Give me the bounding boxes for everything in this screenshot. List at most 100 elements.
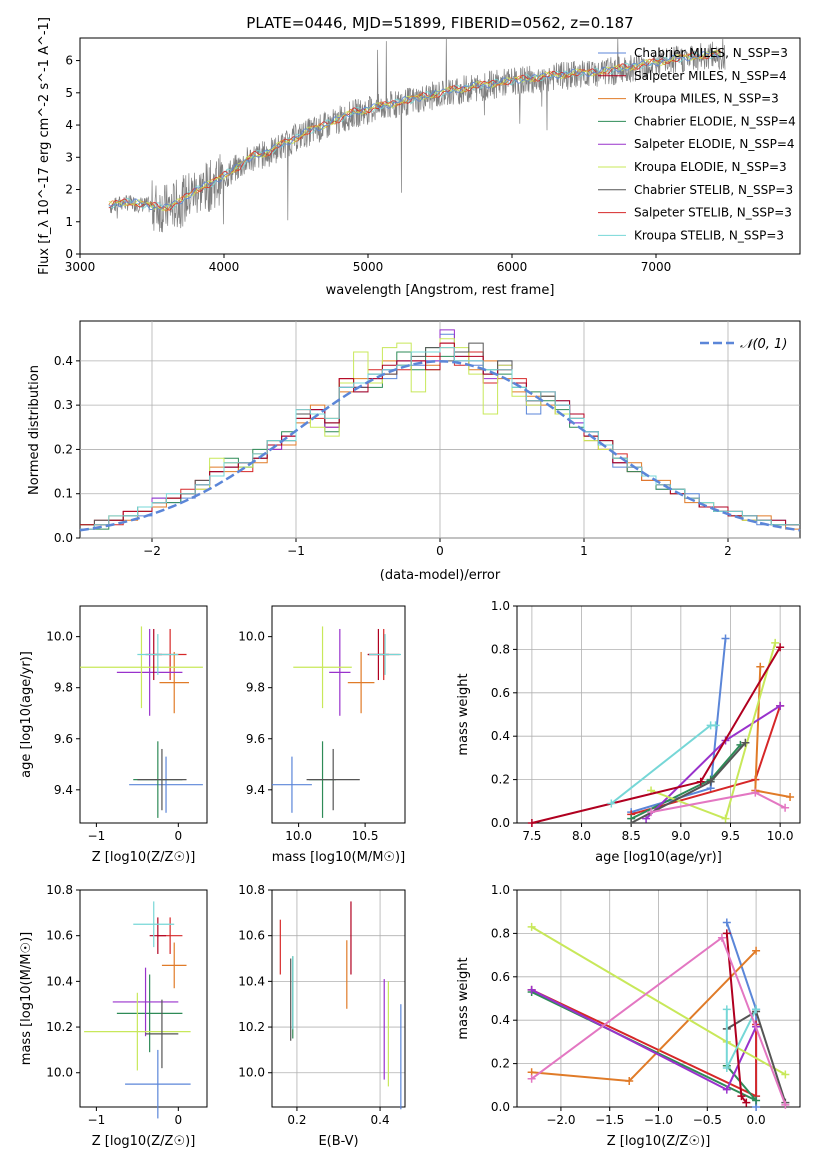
spectrum-frame <box>79 37 801 255</box>
y-tick-label: 0.6 <box>491 970 510 984</box>
weight-marker <box>717 933 726 942</box>
x-tick-label: −0.5 <box>693 1113 722 1127</box>
residuals-xlabel: (data-model)/error <box>380 568 501 583</box>
legend-entry: Salpeter MILES, N_SSP=4 <box>634 69 787 83</box>
x-tick-label: −1.0 <box>644 1113 673 1127</box>
y-tick-label: 4 <box>65 118 73 132</box>
spectrum-ticks: 3000 4000 5000 6000 7000 0 1 2 3 4 5 6 <box>65 54 672 274</box>
y-tick-label: 10.6 <box>46 929 73 943</box>
y-tick-label: 3 <box>65 150 73 164</box>
x-tick-label: 7.5 <box>522 829 541 843</box>
y-tick-label: 10.4 <box>238 974 265 988</box>
y-tick-label: 0.0 <box>491 1100 510 1114</box>
y-tick-label: 0.0 <box>491 816 510 830</box>
residuals-ylabel: Normed distribution <box>27 365 42 495</box>
y-tick-label: 10.0 <box>238 630 265 644</box>
observed-flux-line <box>109 37 726 233</box>
x-tick-label: −1 <box>287 544 305 558</box>
weight-line <box>531 988 758 1098</box>
y-tick-label: 9.8 <box>246 681 265 695</box>
y-tick-label: 10.8 <box>46 883 73 897</box>
spectrum-panel: PLATE=0446, MJD=51899, FIBERID=0562, z=0… <box>37 14 801 298</box>
residuals-legend: 𝒩(0, 1) <box>700 337 787 352</box>
y-tick-label: 10.0 <box>46 630 73 644</box>
y-tick-label: 0.2 <box>491 1057 510 1071</box>
axis-ylabel: mass weight <box>456 673 471 755</box>
y-tick-label: 9.6 <box>54 732 73 746</box>
y-tick-label: 0.0 <box>54 531 73 545</box>
legend-entry: Chabrier ELODIE, N_SSP=4 <box>634 114 796 128</box>
weight-marker <box>647 808 656 817</box>
mass-vs-metallicity-panel: −1 0 10.0 10.2 10.4 10.6 10.8 Z [log10(Z/Z☉)] ma… <box>19 883 208 1149</box>
weight-marker <box>607 799 616 808</box>
legend-entry: Chabrier STELIB, N_SSP=3 <box>634 183 793 197</box>
x-tick-label: 3000 <box>65 260 96 274</box>
mass-weight-vs-age-panel: 7.5 8.0 8.5 9.0 9.5 10.0 0.0 0.2 0.4 0.6 0.8 1.0 age… <box>456 599 801 865</box>
weight-marker <box>776 701 785 710</box>
y-tick-label: 9.6 <box>246 732 265 746</box>
gaussian-line <box>79 360 801 532</box>
model-spectrum-line <box>108 51 721 210</box>
x-tick-label: 1 <box>580 544 588 558</box>
model-spectrum-line <box>108 50 721 211</box>
legend-entry: Kroupa MILES, N_SSP=3 <box>634 92 779 106</box>
axis-ylabel: mass weight <box>456 957 471 1039</box>
x-tick-label: 0.2 <box>287 1113 306 1127</box>
weight-marker <box>711 721 720 730</box>
model-spectrum-line <box>108 51 721 210</box>
y-tick-label: 10.6 <box>238 929 265 943</box>
x-tick-label: −1 <box>88 829 106 843</box>
weight-line <box>754 666 791 798</box>
x-tick-label: 0 <box>436 544 444 558</box>
panel-frame <box>271 889 406 1108</box>
weight-marker <box>527 819 536 827</box>
weight-marker <box>721 814 730 823</box>
weight-marker <box>722 1085 731 1094</box>
panel-frame <box>271 605 406 824</box>
y-tick-label: 0.1 <box>54 487 73 501</box>
spectrum-title: PLATE=0446, MJD=51899, FIBERID=0562, z=0… <box>246 14 633 32</box>
weight-marker <box>751 788 760 797</box>
y-tick-label: 10.0 <box>238 1066 265 1080</box>
y-tick-label: 10.8 <box>238 883 265 897</box>
y-tick-label: 0.3 <box>54 398 73 412</box>
y-tick-label: 10.2 <box>46 1020 73 1034</box>
y-tick-label: 0.4 <box>491 1013 510 1027</box>
y-tick-label: 0.2 <box>54 442 73 456</box>
spectrum-xlabel: wavelength [Angstrom, rest frame] <box>326 283 555 298</box>
weight-marker <box>771 638 780 647</box>
weight-marker <box>706 777 715 786</box>
y-tick-label: 0 <box>65 247 73 261</box>
weight-marker <box>527 1074 536 1083</box>
legend-entry: Chabrier MILES, N_SSP=3 <box>634 46 788 60</box>
weight-marker <box>722 1063 731 1072</box>
weight-marker <box>527 985 536 994</box>
weight-marker <box>756 662 765 671</box>
x-tick-label: −2.0 <box>546 1113 575 1127</box>
x-tick-label: 0.4 <box>371 1113 390 1127</box>
x-tick-label: 10.0 <box>767 829 794 843</box>
x-tick-label: 6000 <box>497 260 528 274</box>
legend-entry: Kroupa STELIB, N_SSP=3 <box>634 228 784 242</box>
y-tick-label: 9.4 <box>54 783 73 797</box>
age-vs-mass-panel: 10.0 10.5 9.4 9.6 9.8 10.0 mass [log10(M/M☉)] <box>238 605 406 865</box>
legend-entry: Kroupa ELODIE, N_SSP=3 <box>634 160 787 174</box>
weight-marker <box>742 1098 751 1107</box>
axis-ylabel: mass [log10(M/M☉)] <box>19 932 34 1065</box>
weight-marker <box>776 643 785 652</box>
x-tick-label: −1 <box>88 1113 106 1127</box>
weight-marker <box>752 946 761 955</box>
y-tick-label: 0.4 <box>54 354 73 368</box>
x-tick-label: 9.0 <box>671 829 690 843</box>
legend-entry: 𝒩(0, 1) <box>740 337 787 352</box>
panel-frame <box>516 605 801 824</box>
weight-marker <box>722 929 731 938</box>
legend-entry: Salpeter ELODIE, N_SSP=4 <box>634 137 795 151</box>
weight-marker <box>625 1076 634 1085</box>
model-spectra <box>108 49 721 212</box>
y-tick-label: 1 <box>65 215 73 229</box>
weight-marker <box>752 1005 761 1014</box>
x-tick-label: 10.0 <box>285 829 312 843</box>
y-tick-label: 10.2 <box>238 1020 265 1034</box>
